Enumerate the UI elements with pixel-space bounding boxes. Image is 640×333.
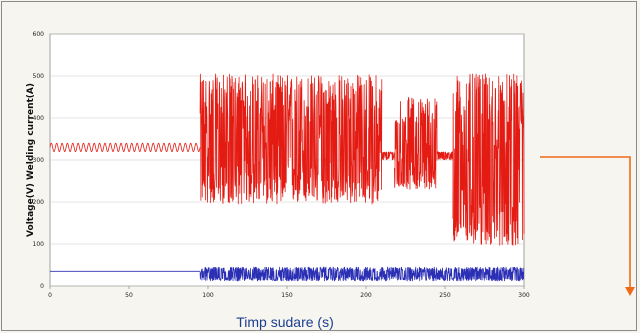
x-tick-label: 100: [202, 292, 214, 299]
x-tick-label: 200: [360, 292, 372, 299]
y-tick-label: 0: [40, 283, 44, 290]
series-line-current: [49, 142, 201, 153]
y-axis: 0 100 200 300 400 500 600: [33, 31, 45, 290]
x-axis: 0 50 100 150 200 250 300: [48, 286, 530, 299]
x-tick-label: 300: [518, 292, 530, 299]
arrow-callout: [540, 156, 635, 296]
series-line-current: [452, 73, 525, 246]
x-axis-label: Timp sudare (s): [236, 314, 334, 330]
y-tick-label: 300: [33, 157, 45, 164]
series-line-current: [436, 151, 454, 161]
arrow-line: [540, 156, 631, 288]
y-tick-label: 500: [33, 73, 45, 80]
y-tick-label: 200: [33, 199, 45, 206]
x-tick-label: 0: [48, 292, 52, 299]
x-tick-label: 150: [281, 292, 293, 299]
series-line-voltage: [199, 266, 525, 282]
series-line-current: [381, 151, 395, 161]
series-line-current: [199, 73, 383, 205]
y-tick-label: 100: [33, 241, 45, 248]
x-tick-label: 250: [439, 292, 451, 299]
series-layer: [49, 73, 525, 282]
series-line-current: [394, 96, 438, 190]
arrow-head-icon: [625, 287, 635, 296]
y-tick-label: 600: [33, 31, 45, 38]
y-axis-label: Voltage(V) Welding current(A): [26, 83, 36, 237]
x-tick-label: 50: [125, 292, 133, 299]
y-tick-label: 400: [33, 115, 45, 122]
